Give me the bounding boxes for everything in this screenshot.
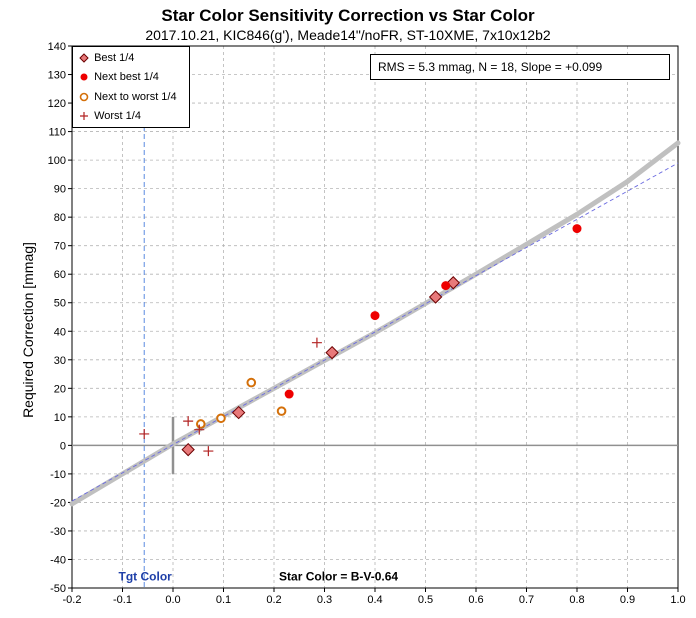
data-point-worst	[311, 337, 322, 348]
y-tick-label: 140	[48, 41, 66, 53]
data-point-worst	[194, 424, 205, 435]
target-color-label: Tgt Color	[119, 570, 173, 584]
y-tick-label: 80	[54, 212, 66, 224]
data-point-best	[325, 345, 339, 360]
data-point-best	[181, 442, 195, 457]
data-point-worst	[183, 416, 194, 427]
data-point-best	[428, 290, 443, 304]
x-tick-label: 0.3	[317, 594, 332, 606]
y-tick-label: 40	[54, 326, 66, 338]
x-tick-label: -0.2	[63, 594, 82, 606]
y-tick-label: 100	[48, 155, 66, 167]
y-tick-label: 0	[60, 440, 66, 452]
y-tick-label: -50	[50, 583, 66, 595]
legend-label-next-best: Next best 1/4	[94, 71, 159, 84]
legend-item-next-to-worst: Next to worst 1/4	[77, 89, 177, 105]
y-tick-label: -10	[50, 469, 66, 481]
legend-item-next-best: Next best 1/4	[77, 69, 159, 85]
x-tick-label: 0.5	[418, 594, 433, 606]
y-tick-label: -40	[50, 554, 66, 566]
data-point-next-to-worst	[216, 413, 226, 424]
diamond-marker-icon	[79, 53, 89, 63]
x-tick-label: 0.0	[165, 594, 180, 606]
legend-item-best: Best 1/4	[77, 50, 134, 66]
x-tick-label: 0.4	[367, 594, 382, 606]
chart-title: Star Color Sensitivity Correction vs Sta…	[161, 6, 535, 25]
linear-fit-line	[71, 162, 679, 502]
y-tick-label: 10	[54, 412, 66, 424]
data-point-next-to-worst	[246, 377, 257, 388]
data-point-next-to-worst	[276, 406, 287, 416]
data-point-best	[231, 405, 246, 420]
x-tick-label: 0.7	[519, 594, 534, 606]
x-tick-label: 0.2	[266, 594, 281, 606]
y-tick-label: 50	[54, 298, 66, 310]
x-tick-label: 0.1	[216, 594, 231, 606]
chart-subtitle: 2017.10.21, KIC846(g'), Meade14"/noFR, S…	[145, 27, 551, 43]
stats-annotation: RMS = 5.3 mmag, N = 18, Slope = +0.099	[370, 54, 670, 80]
data-point-next-best	[572, 224, 582, 234]
x-axis-label: Star Color = B-V-0.64	[279, 570, 398, 584]
data-point-next-to-worst	[195, 419, 206, 429]
x-tick-label: 1.0	[670, 594, 685, 606]
legend-label-next-to-worst: Next to worst 1/4	[94, 91, 177, 104]
ring-marker-icon	[79, 92, 89, 102]
legend-item-worst: Worst 1/4	[77, 108, 141, 124]
y-tick-label: 20	[54, 383, 66, 395]
legend-label-best: Best 1/4	[94, 52, 135, 65]
dot-marker-icon	[80, 73, 88, 81]
plus-marker-icon	[80, 112, 88, 121]
x-tick-label: 0.6	[468, 594, 483, 606]
fit-curve	[69, 140, 681, 507]
x-tick-label: 0.9	[620, 594, 635, 606]
legend-label-worst: Worst 1/4	[94, 110, 141, 123]
y-tick-label: 130	[48, 70, 66, 82]
y-tick-label: 120	[48, 98, 66, 110]
y-tick-label: -30	[50, 526, 66, 538]
legend: Best 1/4 Next best 1/4 Next to worst 1/4…	[72, 46, 190, 128]
y-tick-label: 60	[54, 269, 66, 281]
data-point-next-best	[284, 389, 294, 399]
y-tick-label: 90	[54, 184, 66, 196]
data-point-next-best	[441, 281, 451, 291]
y-tick-label: 30	[54, 355, 66, 367]
data-point-best	[446, 276, 460, 290]
y-tick-label: -20	[50, 497, 66, 509]
y-tick-label: 110	[48, 127, 66, 139]
data-point-worst	[203, 446, 214, 457]
x-tick-label: 0.8	[569, 594, 584, 606]
data-point-next-best	[370, 311, 380, 321]
y-tick-label: 70	[54, 241, 66, 253]
x-tick-label: -0.1	[113, 594, 132, 606]
data-point-worst	[139, 428, 150, 439]
